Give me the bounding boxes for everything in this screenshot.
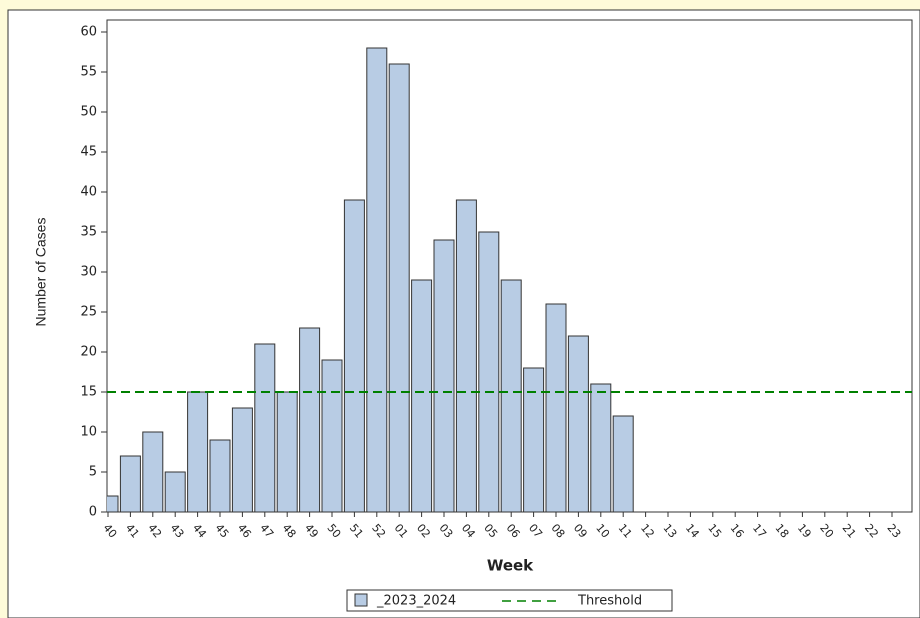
bar xyxy=(545,303,567,512)
bars xyxy=(107,47,634,512)
bar xyxy=(590,383,612,512)
y-tick-label: 15 xyxy=(80,385,97,400)
bar xyxy=(523,367,545,512)
legend-label: _2023_2024 xyxy=(376,594,456,609)
bar xyxy=(500,279,522,512)
y-tick-label: 50 xyxy=(80,105,97,120)
bar xyxy=(567,335,589,512)
bar xyxy=(478,231,500,512)
y-tick-label: 5 xyxy=(89,465,97,480)
bar xyxy=(187,391,209,512)
legend-swatch xyxy=(354,593,368,607)
y-tick-label: 10 xyxy=(80,425,97,440)
y-tick-label: 20 xyxy=(80,345,97,360)
legend-label: Threshold xyxy=(577,594,642,609)
bar xyxy=(411,279,433,512)
y-tick-label: 0 xyxy=(89,505,97,520)
bar xyxy=(142,431,164,512)
bar xyxy=(321,359,343,512)
bar xyxy=(209,439,231,512)
bar xyxy=(119,455,141,512)
y-tick-label: 60 xyxy=(80,25,97,40)
x-axis-label: Week xyxy=(487,557,534,575)
y-tick-label: 55 xyxy=(80,65,97,80)
bar xyxy=(388,63,410,512)
y-tick-label: 35 xyxy=(80,225,97,240)
bar xyxy=(612,415,634,512)
bar xyxy=(299,327,321,512)
bar xyxy=(343,199,365,512)
bar xyxy=(276,391,298,512)
y-tick-label: 40 xyxy=(80,185,97,200)
bar xyxy=(366,47,388,512)
bar xyxy=(455,199,477,512)
bar xyxy=(107,495,119,512)
bar xyxy=(231,407,253,512)
bar xyxy=(164,471,186,512)
bar xyxy=(433,239,455,512)
y-tick-label: 30 xyxy=(80,265,97,280)
bar xyxy=(254,343,276,512)
y-tick-label: 45 xyxy=(80,145,97,160)
y-tick-label: 25 xyxy=(80,305,97,320)
legend xyxy=(346,589,673,612)
y-axis-label: Number of Cases xyxy=(33,218,49,327)
